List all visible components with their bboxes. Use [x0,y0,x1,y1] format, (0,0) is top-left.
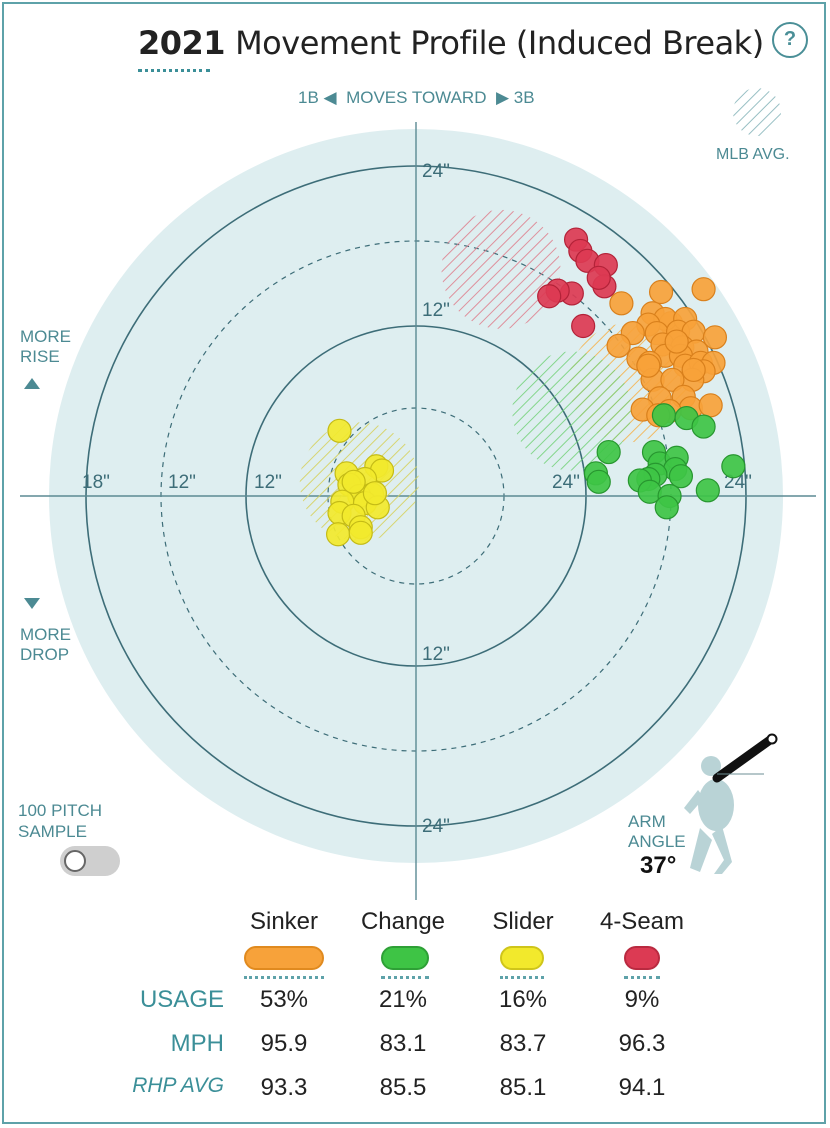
rhp-avg-sinker: 93.3 [260,1074,308,1101]
tick-label-left-12: 12" [254,472,282,493]
row-label-rhp-avg: RHP AVG [132,1074,224,1097]
mlb-avg-zone-4seam [441,209,561,329]
pitch-point-change[interactable] [691,414,716,439]
usage-change: 21% [378,986,428,1013]
more-rise-label: MORE RISE [20,327,71,367]
arm-angle-value: 37° [640,852,677,879]
pitch-point-4seam[interactable] [571,313,596,339]
direction-left-label: 1B [298,88,319,107]
pitch-name-slider: Slider [492,908,554,935]
pitch-point-sinker[interactable] [681,357,706,383]
more-rise-line2: RISE [20,347,60,366]
tick-label-bottom-24: 24" [422,816,450,837]
row-label-usage: USAGE [139,986,224,1013]
pitch-point-sinker[interactable] [691,277,716,302]
sample-toggle[interactable] [60,846,120,876]
pitch-point-change[interactable] [721,454,746,479]
more-drop-label: MORE DROP [20,625,71,665]
tick-label-left-24: 18" [82,472,110,493]
pitch-name-4seam: 4-Seam [599,908,685,935]
usage-4seam: 9% [624,986,660,1013]
arm-angle-line [712,735,775,783]
pill-underline-slider [500,976,544,979]
tick-label-top-24: 24" [422,161,450,182]
row-label-mph: MPH [170,1030,224,1057]
pitch-point-sinker[interactable] [702,325,728,350]
mph-slider: 83.7 [499,1030,547,1057]
pitch-point-change[interactable] [586,469,611,494]
page-title: 2021 Movement Profile (Induced Break) [138,24,764,62]
pitch-name-sinker: Sinker [249,908,319,935]
pitch-point-slider[interactable] [327,418,352,443]
mph-change: 83.1 [379,1030,427,1057]
pitch-point-sinker[interactable] [636,353,661,378]
pitch-name-change: Change [360,908,446,935]
tick-label-lower-12: 12" [422,644,450,665]
direction-label: 1B ◀ MOVES TOWARD ▶ 3B [298,88,535,108]
title-text: Movement Profile (Induced Break) [235,24,764,62]
triangle-left-icon: ◀ [323,88,337,107]
rhp-avg-change: 85.5 [379,1074,427,1101]
pill-underline-4seam [624,976,660,979]
pitch-point-slider[interactable] [348,520,373,545]
usage-sinker: 53% [259,986,309,1013]
rhp-avg-slider: 85.1 [499,1074,547,1101]
triangle-right-icon: ▶ [495,88,510,107]
title-underline [138,69,210,72]
pill-underline-change [381,976,429,979]
mph-4seam: 96.3 [618,1030,666,1057]
arrow-down-icon [24,598,40,609]
pitch-point-sinker[interactable] [648,279,674,305]
usage-slider: 16% [498,986,548,1013]
mph-sinker: 95.9 [260,1030,308,1057]
direction-middle-label: MOVES TOWARD [346,88,487,107]
tick-label-upper-12: 12" [422,300,450,321]
pitch-point-sinker[interactable] [698,393,723,418]
sample-label-line2: SAMPLE [18,822,87,841]
toggle-knob [64,850,86,872]
sample-label: 100 PITCH SAMPLE [18,800,102,842]
pitch-point-slider[interactable] [362,481,388,506]
pitch-point-4seam[interactable] [537,284,562,309]
mlb-avg-legend-swatch [733,88,781,136]
pitch-point-sinker[interactable] [609,291,634,316]
pitch-point-slider[interactable] [341,469,366,494]
title-year: 2021 [138,24,226,62]
pitcher-figure [684,733,778,874]
arrow-up-icon [24,378,40,389]
direction-right-label: 3B [513,88,535,107]
pitch-point-slider[interactable] [325,522,351,547]
pitch-point-change[interactable] [695,478,720,503]
tick-label-left-18: 12" [168,472,196,493]
arm-angle-line2: ANGLE [628,832,686,851]
pill-slider[interactable] [500,946,544,970]
pitch-point-change[interactable] [668,464,694,489]
tick-label-right-12: 24" [552,472,580,493]
pitch-point-sinker[interactable] [664,329,689,354]
pill-change[interactable] [381,946,429,970]
pitch-point-sinker[interactable] [660,367,685,392]
pitch-point-4seam[interactable] [586,265,611,290]
pill-underline-sinker [244,976,324,979]
more-drop-line1: MORE [20,625,71,644]
arm-angle-label: ARM ANGLE [628,812,686,852]
pill-sinker[interactable] [244,946,324,970]
pitch-point-change[interactable] [654,495,679,520]
help-button[interactable]: ? [772,22,808,58]
rhp-avg-4seam: 94.1 [618,1074,666,1101]
more-drop-line2: DROP [20,645,70,664]
more-rise-line1: MORE [20,327,71,346]
pitch-points-layer [325,227,746,547]
pitch-point-sinker[interactable] [606,333,631,358]
arm-angle-line1: ARM [628,812,666,831]
mlb-avg-zone-change [512,351,632,471]
pitch-point-change[interactable] [596,439,621,465]
sample-label-line1: 100 PITCH [18,801,103,820]
pill-4seam[interactable] [624,946,660,970]
mlb-avg-label: MLB AVG. [716,146,790,163]
pitch-point-change[interactable] [651,403,677,428]
